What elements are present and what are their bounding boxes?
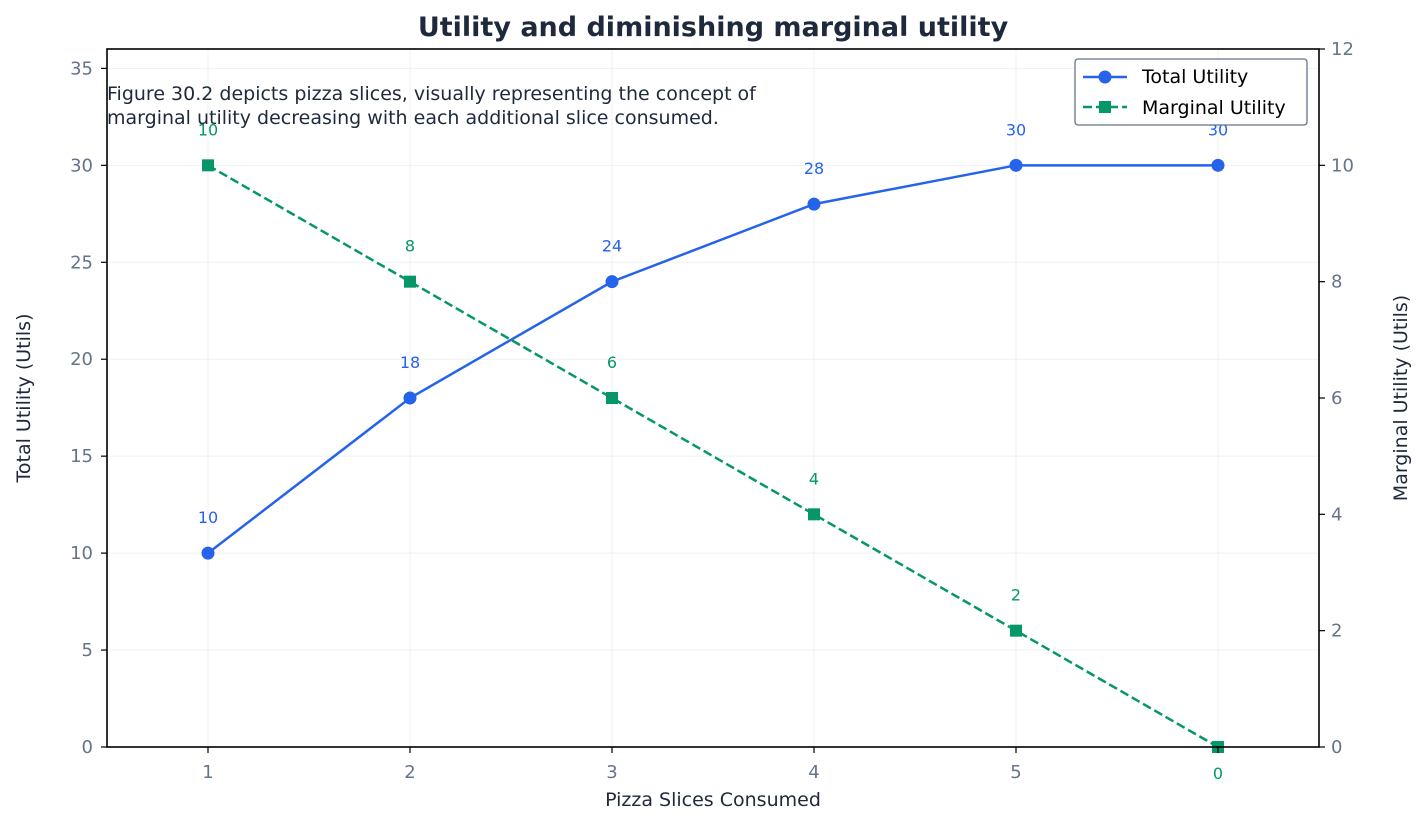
series-marginal-utility: 10 8 6 4 2 0 [198,120,1224,783]
x-axis-label: Pizza Slices Consumed [605,789,821,811]
legend-box [1074,58,1308,126]
y-tick-label: 25 [70,252,93,273]
x-tick-label: 1 [202,762,213,783]
annotation-line-2: marginal utility decreasing with each ad… [107,107,719,129]
y-axis-label: Total Utility (Utils) [13,314,35,484]
y-tick-label: 20 [70,349,93,370]
y2-axis-label: Marginal Utility (Utils) [1390,295,1412,501]
legend: Total Utility Marginal Utility [1074,58,1308,126]
chart-title: Utility and diminishing marginal utility [418,12,1009,43]
y-tick-label: 5 [82,640,93,661]
y2-tick-label: 0 [1331,737,1342,758]
y-tick-label: 15 [70,446,93,467]
data-label-total-utility: 24 [602,237,622,256]
data-label-marginal-utility: 6 [607,353,617,372]
data-label-marginal-utility: 10 [198,120,218,139]
grid [107,49,1319,748]
data-point-marginal-utility [606,392,618,404]
data-point-marginal-utility [404,275,416,288]
y2-tick-label: 12 [1331,39,1354,60]
data-point-total-utility [201,546,215,560]
data-label-total-utility: 30 [1006,120,1026,139]
x-tick-label: 5 [1010,762,1021,783]
y2-tick-label: 8 [1331,272,1342,293]
x-tick-label: 2 [404,762,415,783]
legend-label-total-utility: Total Utility [1141,66,1248,88]
legend-marker-total-utility [1098,70,1112,84]
y-tick-label: 10 [70,543,93,564]
series-line-total-utility [207,164,1218,555]
data-label-total-utility: 10 [198,508,218,527]
x-tick-label: 3 [606,762,617,783]
legend-label-marginal-utility: Marginal Utility [1142,97,1286,119]
data-label-marginal-utility: 2 [1011,586,1021,605]
y-tick-label: 30 [70,155,93,176]
data-point-marginal-utility [202,159,214,172]
data-label-marginal-utility: 8 [405,237,415,256]
y2-tick-label: 10 [1331,155,1354,176]
y2-tick-label: 4 [1331,504,1342,525]
data-point-total-utility [403,391,417,405]
data-point-marginal-utility [808,508,820,521]
data-point-total-utility [605,275,619,289]
data-label-total-utility: 18 [400,353,420,372]
data-label-marginal-utility: 4 [809,469,819,488]
y2-tick-label: 2 [1331,621,1342,642]
x-tick-label: 4 [808,762,819,783]
data-point-marginal-utility [1010,624,1022,637]
data-point-total-utility [807,197,821,211]
y2-tick-label: 6 [1331,388,1342,409]
plot-frame [106,48,1320,748]
data-label-total-utility: 28 [804,159,824,178]
annotation-line-1: Figure 30.2 depicts pizza slices, visual… [107,83,757,105]
legend-marker-marginal-utility [1099,101,1111,113]
y-tick-label: 35 [70,58,93,79]
y-tick-label: 0 [82,737,93,758]
data-label-marginal-utility: 0 [1213,764,1223,783]
data-point-total-utility [1009,158,1023,172]
data-point-total-utility [1211,158,1225,172]
